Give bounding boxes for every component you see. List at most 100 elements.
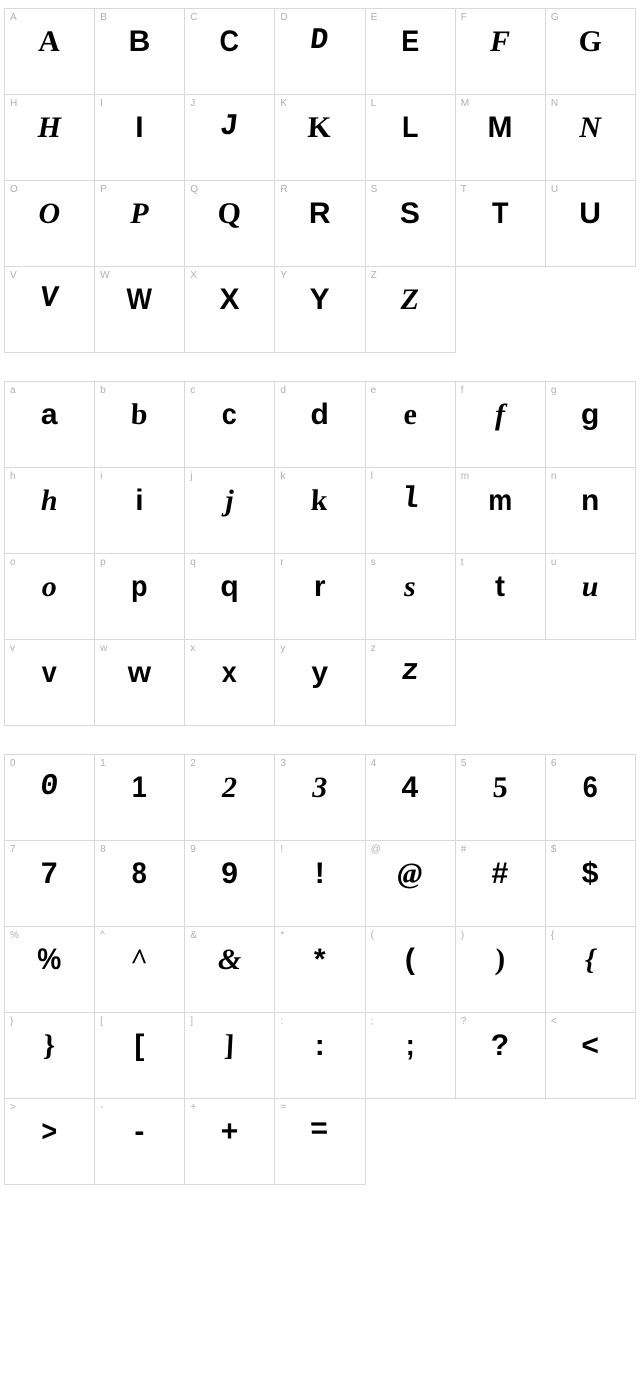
char-cell[interactable]: BB — [95, 9, 185, 95]
char-cell[interactable]: ff — [456, 382, 546, 468]
char-cell[interactable]: DD — [275, 9, 365, 95]
char-cell[interactable]: SS — [366, 181, 456, 267]
char-cell[interactable]: RR — [275, 181, 365, 267]
char-cell[interactable]: ee — [366, 382, 456, 468]
char-cell-label: g — [551, 385, 557, 396]
char-cell[interactable]: 33 — [275, 755, 365, 841]
char-cell[interactable]: ?? — [456, 1013, 546, 1099]
char-cell-glyph: ! — [275, 857, 364, 890]
char-cell[interactable]: dd — [275, 382, 365, 468]
char-cell[interactable]: hh — [5, 468, 95, 554]
char-cell[interactable]: gg — [546, 382, 636, 468]
char-cell[interactable]: EE — [366, 9, 456, 95]
char-cell[interactable]: )) — [456, 927, 546, 1013]
char-cell[interactable]: ww — [95, 640, 185, 726]
char-cell-label: f — [461, 385, 464, 396]
char-cell[interactable]: VV — [5, 267, 95, 353]
char-cell-glyph: c — [190, 398, 270, 431]
char-cell[interactable]: AA — [5, 9, 95, 95]
char-cell[interactable]: :: — [275, 1013, 365, 1099]
char-cell[interactable]: 66 — [546, 755, 636, 841]
char-cell[interactable]: UU — [546, 181, 636, 267]
char-cell[interactable]: yy — [275, 640, 365, 726]
char-cell-label: A — [10, 12, 17, 23]
char-cell[interactable]: [[ — [95, 1013, 185, 1099]
char-cell[interactable]: QQ — [185, 181, 275, 267]
char-cell[interactable]: nn — [546, 468, 636, 554]
char-cell[interactable]: uu — [546, 554, 636, 640]
char-cell[interactable]: ++ — [185, 1099, 275, 1185]
char-cell[interactable]: TT — [456, 181, 546, 267]
char-cell[interactable]: !! — [275, 841, 365, 927]
char-cell-label: P — [100, 184, 107, 195]
char-cell[interactable]: kk — [275, 468, 365, 554]
char-cell-label: 2 — [190, 758, 196, 769]
char-cell[interactable]: GG — [546, 9, 636, 95]
char-cell[interactable]: 22 — [185, 755, 275, 841]
char-cell[interactable]: LL — [366, 95, 456, 181]
char-cell[interactable]: xx — [185, 640, 275, 726]
char-cell[interactable]: PP — [95, 181, 185, 267]
char-cell-label: < — [551, 1016, 557, 1027]
char-cell[interactable]: {{ — [546, 927, 636, 1013]
char-cell[interactable]: jj — [185, 468, 275, 554]
char-cell[interactable]: XX — [185, 267, 275, 353]
char-grid-uppercase: AABBCCDDEEFFGGHHIIJJKKLLMMNNOOPPQQRRSSTT… — [4, 8, 636, 353]
char-cell[interactable]: -- — [95, 1099, 185, 1185]
char-cell-glyph: C — [190, 25, 270, 58]
char-cell[interactable]: CC — [185, 9, 275, 95]
char-cell[interactable]: 00 — [5, 755, 95, 841]
char-cell[interactable]: OO — [5, 181, 95, 267]
char-cell[interactable]: ZZ — [366, 267, 456, 353]
char-cell[interactable]: ii — [95, 468, 185, 554]
char-cell[interactable]: YY — [275, 267, 365, 353]
char-cell[interactable]: mm — [456, 468, 546, 554]
char-cell[interactable]: tt — [456, 554, 546, 640]
char-cell[interactable]: && — [185, 927, 275, 1013]
char-cell[interactable]: zz — [366, 640, 456, 726]
char-cell[interactable]: (( — [366, 927, 456, 1013]
char-cell[interactable]: %% — [5, 927, 95, 1013]
char-cell[interactable]: 11 — [95, 755, 185, 841]
char-cell[interactable]: pp — [95, 554, 185, 640]
char-cell-glyph: I — [95, 111, 184, 144]
char-cell[interactable]: << — [546, 1013, 636, 1099]
char-cell[interactable]: ss — [366, 554, 456, 640]
char-cell[interactable]: oo — [5, 554, 95, 640]
char-cell[interactable]: JJ — [185, 95, 275, 181]
char-cell[interactable]: 88 — [95, 841, 185, 927]
char-cell[interactable]: vv — [5, 640, 95, 726]
char-cell[interactable]: ]] — [185, 1013, 275, 1099]
char-cell[interactable]: FF — [456, 9, 546, 95]
char-cell[interactable]: 44 — [366, 755, 456, 841]
char-cell[interactable]: ll — [366, 468, 456, 554]
char-cell[interactable]: MM — [456, 95, 546, 181]
char-cell[interactable]: WW — [95, 267, 185, 353]
char-cell[interactable]: HH — [5, 95, 95, 181]
char-cell[interactable]: ## — [456, 841, 546, 927]
char-cell-glyph: A — [4, 25, 95, 58]
char-cell[interactable]: == — [275, 1099, 365, 1185]
char-cell[interactable]: KK — [275, 95, 365, 181]
char-cell-glyph: l — [364, 484, 455, 517]
char-cell[interactable]: >> — [5, 1099, 95, 1185]
char-cell[interactable]: ;; — [366, 1013, 456, 1099]
char-cell-glyph: z — [364, 656, 455, 689]
char-cell[interactable]: II — [95, 95, 185, 181]
char-cell[interactable]: rr — [275, 554, 365, 640]
char-cell[interactable]: 55 — [456, 755, 546, 841]
char-cell[interactable]: NN — [546, 95, 636, 181]
char-cell[interactable]: $$ — [546, 841, 636, 927]
char-cell-glyph: V — [4, 283, 95, 316]
char-cell[interactable]: qq — [185, 554, 275, 640]
char-cell[interactable]: bb — [95, 382, 185, 468]
char-cell[interactable]: 77 — [5, 841, 95, 927]
char-cell[interactable]: ** — [275, 927, 365, 1013]
char-cell[interactable]: 99 — [185, 841, 275, 927]
char-cell[interactable]: }} — [5, 1013, 95, 1099]
char-cell[interactable]: @@ — [366, 841, 456, 927]
char-cell[interactable]: aa — [5, 382, 95, 468]
char-cell[interactable]: cc — [185, 382, 275, 468]
char-cell[interactable]: ^^ — [95, 927, 185, 1013]
char-cell-glyph: ^ — [94, 943, 185, 976]
